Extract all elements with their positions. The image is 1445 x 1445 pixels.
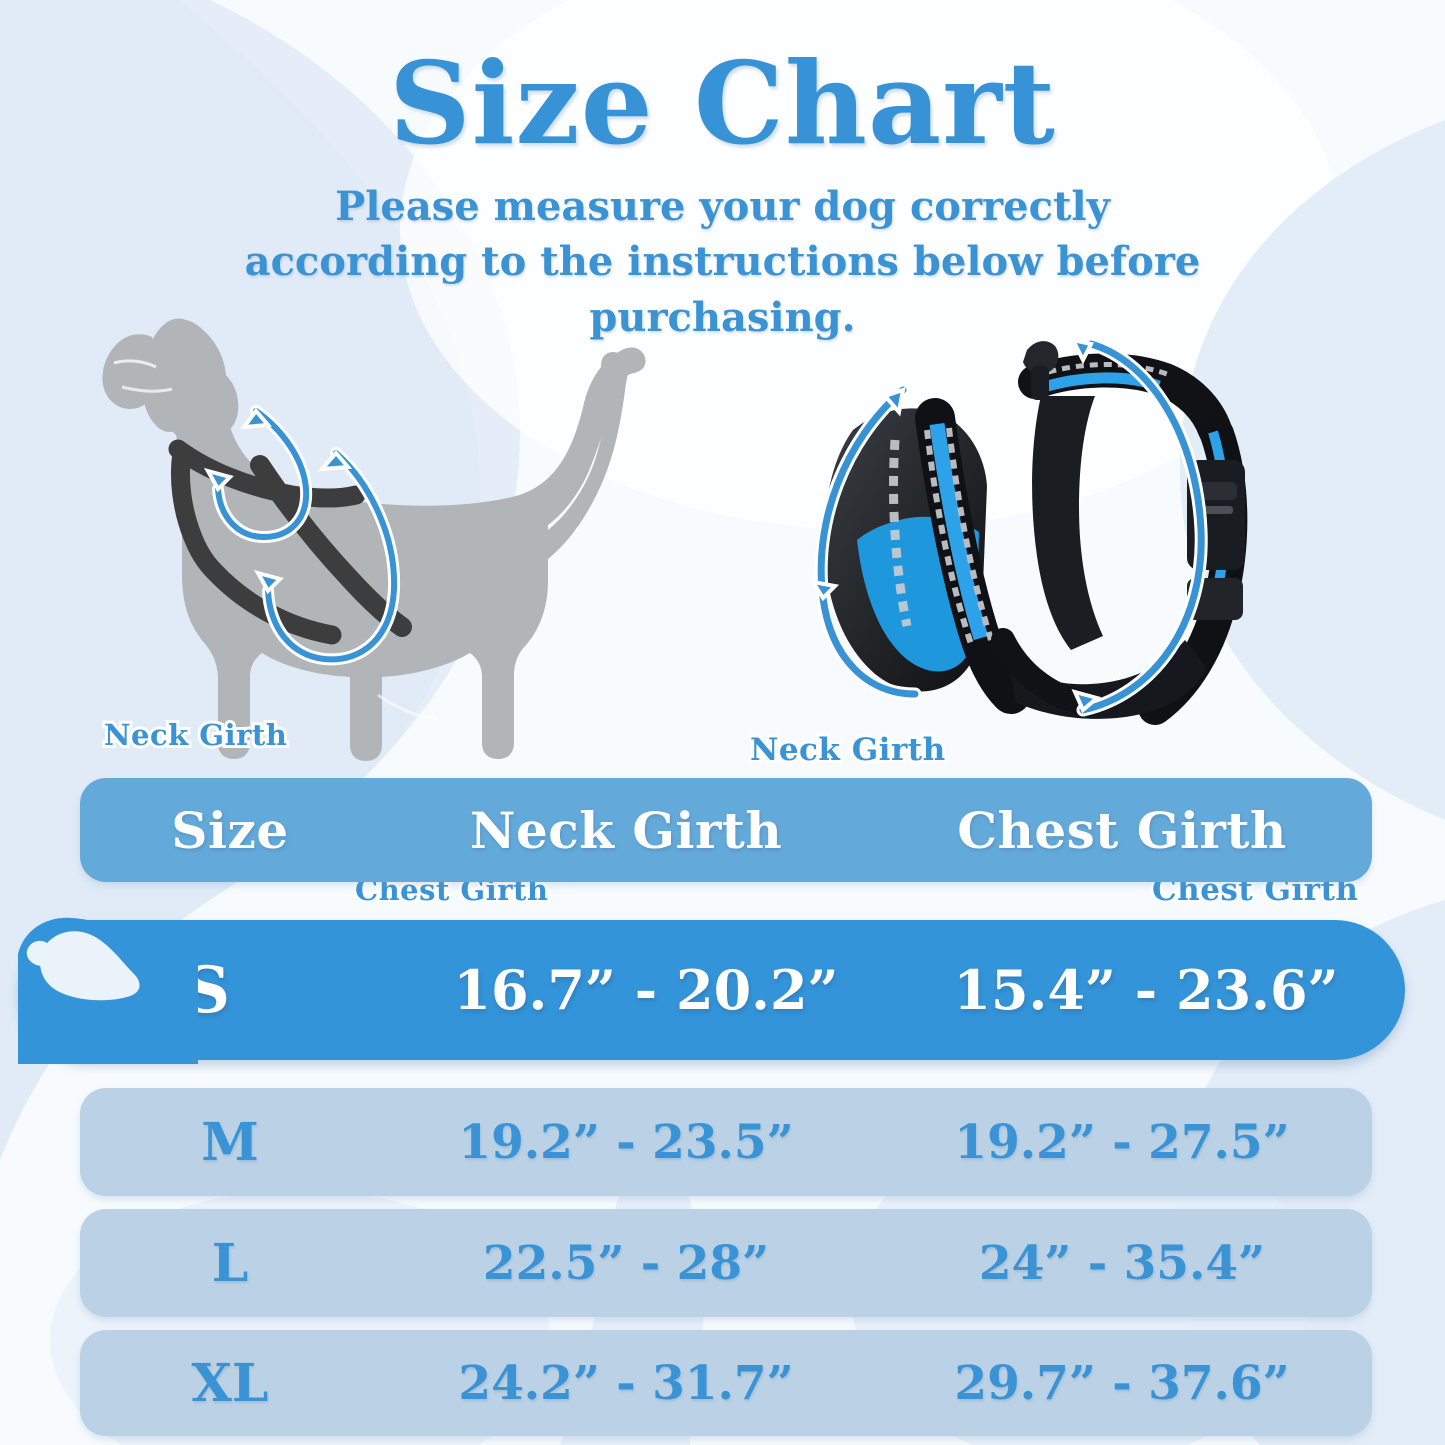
- illustration-band: Neck Girth Chest Girth: [0, 275, 1445, 911]
- page-header: Size Chart Please measure your dog corre…: [0, 0, 1445, 345]
- cell-neck-l: 22.5” - 28”: [482, 1235, 770, 1291]
- cell-neck-xl: 24.2” - 31.7”: [458, 1355, 794, 1411]
- cell-neck-s: 16.7” - 20.2”: [453, 958, 839, 1022]
- cell-size-s: S: [183, 952, 231, 1028]
- cell-size-l: L: [211, 1232, 249, 1294]
- page-title: Size Chart: [389, 37, 1056, 170]
- cell-size-m: M: [201, 1111, 259, 1173]
- column-header-chest-girth: Chest Girth: [957, 800, 1287, 860]
- column-header-size: Size: [171, 800, 289, 860]
- cell-chest-m: 19.2” - 27.5”: [954, 1114, 1290, 1170]
- cell-size-xl: XL: [191, 1352, 269, 1414]
- cell-chest-xl: 29.7” - 37.6”: [954, 1355, 1290, 1411]
- table-row-size-m[interactable]: M 19.2” - 23.5” 19.2” - 27.5”: [80, 1088, 1372, 1196]
- cell-chest-l: 24” - 35.4”: [978, 1235, 1266, 1291]
- cell-neck-m: 19.2” - 23.5”: [458, 1114, 794, 1170]
- dog-neck-girth-label: Neck Girth: [101, 715, 290, 755]
- page-subtitle: Please measure your dog correctly accord…: [244, 183, 1201, 341]
- table-row-size-s[interactable]: S 16.7” - 20.2” 15.4” - 23.6”: [18, 920, 1405, 1060]
- table-row-size-l[interactable]: L 22.5” - 28” 24” - 35.4”: [80, 1209, 1372, 1317]
- dog-harness-product-photo: [808, 337, 1248, 725]
- cell-chest-s: 15.4” - 23.6”: [953, 958, 1339, 1022]
- column-header-neck-girth: Neck Girth: [469, 800, 783, 860]
- harness-neck-girth-label: Neck Girth: [747, 729, 948, 771]
- dog-silhouette-diagram: [102, 318, 646, 761]
- table-row-size-xl[interactable]: XL 24.2” - 31.7” 29.7” - 37.6”: [80, 1330, 1372, 1436]
- table-header-row: Size Neck Girth Chest Girth: [80, 778, 1372, 882]
